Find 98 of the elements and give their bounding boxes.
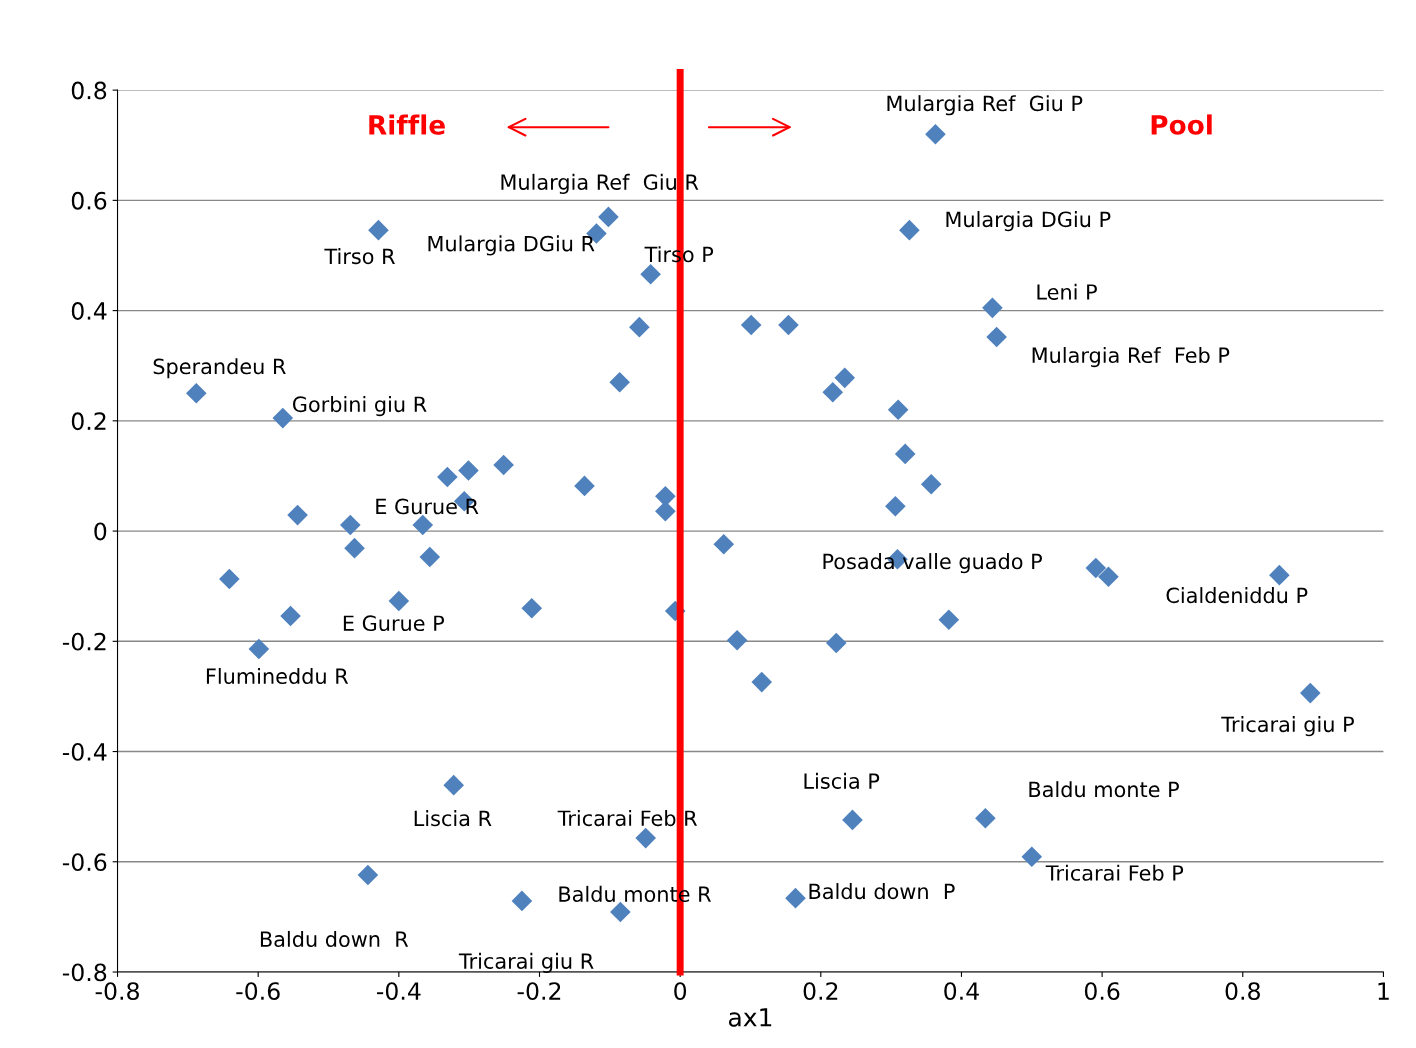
x-tick-label: -0.2 <box>517 982 561 1001</box>
point <box>412 514 434 536</box>
point <box>751 671 773 693</box>
point <box>186 382 207 404</box>
point <box>822 381 844 403</box>
annotation: Gorbini giu R <box>292 396 427 417</box>
x-tick-label: 1 <box>1378 982 1389 1000</box>
annotation: E Gurue P <box>343 615 445 632</box>
point <box>388 590 410 612</box>
annotation: Posada valle guado P <box>823 553 1042 574</box>
point <box>842 809 863 831</box>
annotation: Liscia R <box>414 810 492 827</box>
y-tick-label: 0.8 <box>71 81 107 100</box>
point <box>437 466 458 488</box>
point <box>248 638 270 660</box>
annotation: Tricarai giu R <box>458 952 594 973</box>
point <box>938 609 960 631</box>
point <box>1098 566 1119 588</box>
annotation: Tricarai giu P <box>1221 716 1354 737</box>
point <box>899 219 920 241</box>
y-tick-label: 0.6 <box>71 191 107 210</box>
point <box>610 901 631 923</box>
point <box>1269 564 1290 586</box>
point <box>825 632 847 654</box>
point <box>640 263 661 285</box>
annotation: Tricarai Feb R <box>557 810 698 827</box>
point <box>280 605 301 627</box>
point <box>598 206 619 228</box>
x-tick-label: 0.4 <box>944 982 979 1001</box>
point <box>287 504 308 526</box>
annotation: Mulargia DGiu R <box>428 235 595 256</box>
x-axis-title: ax1 <box>728 1008 772 1027</box>
annotation: Mulargia Ref Giu R <box>501 173 699 194</box>
point <box>635 827 656 849</box>
point <box>713 534 735 555</box>
x-tick-label: -0.8 <box>95 982 139 1001</box>
annotation: Baldu down P <box>809 883 955 900</box>
annotation: Riffle <box>369 114 445 135</box>
annotation: Mulargia DGiu P <box>946 211 1111 232</box>
y-tick-label: -0.2 <box>62 632 106 651</box>
annotation: Mulargia Ref Giu P <box>887 95 1083 116</box>
annotation: Baldu monte P <box>1029 781 1179 798</box>
annotation: Tricarai Feb P <box>1045 864 1184 881</box>
annotation: Leni P <box>1037 283 1097 300</box>
x-tick-label: 0.6 <box>1084 982 1120 1001</box>
annotation: Liscia P <box>804 772 880 789</box>
point <box>521 597 543 619</box>
point <box>785 887 806 909</box>
point <box>368 219 389 241</box>
point <box>920 473 942 495</box>
annotation: Sperandeu R <box>153 358 286 379</box>
point <box>419 546 441 568</box>
point <box>357 864 379 886</box>
point <box>894 443 916 465</box>
point <box>1299 682 1321 704</box>
point <box>655 486 676 507</box>
point <box>1021 846 1043 868</box>
y-tick-label: 0.4 <box>71 302 107 320</box>
point <box>272 407 294 429</box>
point <box>986 326 1007 348</box>
annotation: Mulargia Ref Feb P <box>1032 346 1230 368</box>
point <box>629 316 650 338</box>
x-tick-label: -0.4 <box>376 982 421 1001</box>
point <box>925 123 946 145</box>
point <box>778 314 799 336</box>
annotation: Cialdeniddu P <box>1166 587 1308 604</box>
annotation: Tirso R <box>324 248 395 265</box>
point <box>885 495 906 517</box>
point <box>655 500 676 522</box>
y-tick-label: 0 <box>94 522 107 541</box>
point <box>219 568 240 590</box>
point <box>340 514 361 536</box>
y-tick-label: -0.6 <box>62 853 107 872</box>
y-tick-label: -0.4 <box>62 742 107 761</box>
x-tick-label: 0 <box>674 982 687 1001</box>
point <box>982 297 1003 319</box>
point <box>887 399 909 421</box>
point <box>834 367 856 389</box>
point <box>609 371 630 393</box>
y-tick-label: 0.2 <box>71 412 106 431</box>
point <box>740 314 762 336</box>
x-tick-label: 0.8 <box>1225 982 1260 1001</box>
annotation: Baldu down R <box>260 930 409 948</box>
point <box>975 807 996 829</box>
point <box>458 460 479 481</box>
annotation: Flumineddu R <box>206 667 349 685</box>
annotation: E Gurue R <box>376 498 479 515</box>
y-tick-label: -0.8 <box>62 963 107 982</box>
point <box>443 774 464 796</box>
point <box>344 537 365 559</box>
point <box>1085 557 1107 579</box>
point <box>493 454 514 476</box>
point <box>511 890 533 912</box>
annotation: Pool <box>1151 114 1212 135</box>
point <box>574 475 595 497</box>
x-tick-label: 0.2 <box>803 982 838 1001</box>
point <box>726 629 748 651</box>
x-tick-label: -0.6 <box>236 982 280 1001</box>
